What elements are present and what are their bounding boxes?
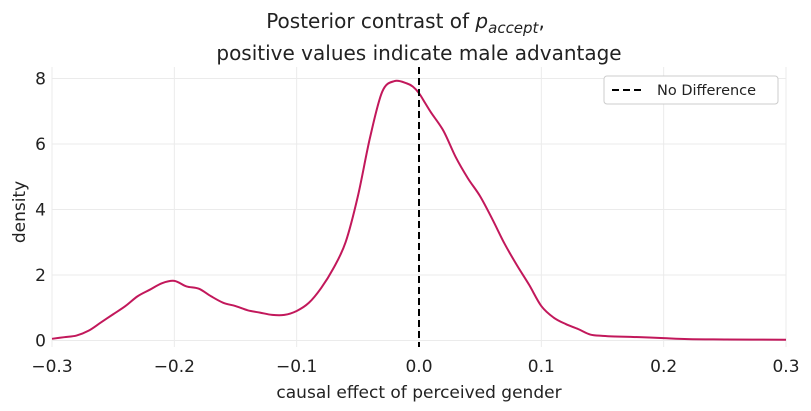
x-tick-label: 0.2	[650, 357, 677, 377]
y-tick-label: 6	[35, 135, 46, 155]
x-tick-label: −0.3	[31, 357, 72, 377]
x-axis-label: causal effect of perceived gender	[276, 383, 561, 403]
y-axis-label: density	[10, 181, 30, 243]
legend-label-no-difference: No Difference	[657, 83, 756, 99]
y-tick-label: 2	[35, 266, 46, 286]
legend: No Difference	[603, 75, 779, 105]
x-tick-label: 0.1	[528, 357, 555, 377]
legend-box	[603, 75, 779, 105]
x-tick-label: 0.3	[772, 357, 799, 377]
density-line	[51, 79, 787, 341]
y-tick-label: 0	[35, 331, 46, 351]
y-tick-label: 8	[35, 69, 46, 89]
x-tick-label: −0.2	[154, 357, 195, 377]
chart-subtitle: positive values indicate male advantage	[216, 41, 621, 65]
chart-title: Posterior contrast of paccept,	[266, 9, 545, 37]
x-axis-ticks: −0.3 −0.2 −0.1 0.0 0.1 0.2 0.3	[31, 357, 799, 377]
x-tick-label: 0.0	[405, 357, 432, 377]
y-tick-label: 4	[35, 200, 46, 220]
y-axis-ticks: 0 2 4 6 8	[35, 69, 46, 351]
x-tick-label: −0.1	[276, 357, 317, 377]
